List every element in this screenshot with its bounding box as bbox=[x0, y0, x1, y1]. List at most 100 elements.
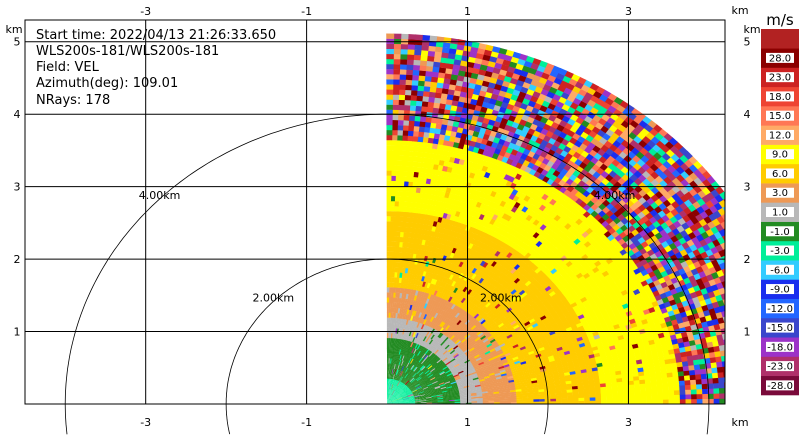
velocity-cell bbox=[397, 397, 403, 400]
velocity-cell bbox=[465, 294, 472, 301]
velocity-cell bbox=[391, 397, 396, 401]
velocity-cell bbox=[617, 396, 624, 401]
velocity-cell bbox=[388, 388, 390, 394]
velocity-cell bbox=[477, 332, 484, 337]
velocity-cell bbox=[406, 345, 410, 352]
velocity-cell bbox=[507, 335, 515, 341]
velocity-cell bbox=[572, 400, 579, 404]
velocity-cell bbox=[491, 363, 498, 368]
velocity-cell bbox=[446, 386, 453, 389]
velocity-cell bbox=[397, 387, 402, 393]
velocity-cell bbox=[388, 368, 390, 374]
velocity-cell bbox=[389, 394, 393, 400]
velocity-cell bbox=[460, 398, 467, 401]
velocity-cell bbox=[425, 309, 430, 315]
velocity-cell bbox=[446, 301, 452, 308]
velocity-cell bbox=[412, 354, 417, 360]
velocity-cell bbox=[440, 340, 446, 346]
velocity-cell bbox=[400, 365, 404, 371]
velocity-cell bbox=[386, 241, 391, 247]
velocity-cell bbox=[538, 386, 545, 390]
velocity-cell bbox=[488, 305, 495, 311]
velocity-cell bbox=[392, 401, 399, 403]
velocity-cell bbox=[439, 371, 446, 376]
velocity-cell bbox=[405, 388, 411, 393]
velocity-cell bbox=[489, 374, 496, 378]
velocity-cell bbox=[394, 374, 397, 380]
velocity-cell bbox=[386, 135, 393, 141]
velocity-cell bbox=[401, 365, 404, 372]
velocity-cell bbox=[685, 393, 692, 400]
velocity-cell bbox=[390, 378, 392, 384]
velocity-cell bbox=[392, 373, 395, 380]
velocity-cell bbox=[387, 368, 389, 374]
velocity-cell bbox=[387, 378, 388, 384]
velocity-cell bbox=[412, 305, 417, 311]
velocity-cell bbox=[399, 175, 405, 182]
velocity-cell bbox=[414, 396, 421, 399]
velocity-cell bbox=[397, 267, 401, 273]
velocity-cell bbox=[428, 366, 434, 371]
velocity-cell bbox=[502, 380, 509, 384]
velocity-cell bbox=[387, 399, 391, 404]
velocity-cell bbox=[395, 369, 398, 375]
velocity-cell bbox=[455, 282, 461, 289]
velocity-cell bbox=[481, 298, 487, 305]
velocity-cell bbox=[426, 371, 432, 376]
velocity-cell bbox=[402, 394, 408, 398]
velocity-cell bbox=[474, 336, 481, 342]
velocity-cell bbox=[389, 389, 392, 395]
velocity-cell bbox=[447, 296, 453, 302]
velocity-cell bbox=[515, 364, 522, 369]
velocity-cell bbox=[387, 383, 388, 389]
velocity-cell bbox=[412, 337, 416, 343]
velocity-cell bbox=[406, 145, 413, 152]
velocity-cell bbox=[468, 355, 475, 360]
velocity-cell bbox=[392, 399, 398, 402]
velocity-cell bbox=[436, 392, 443, 395]
velocity-cell bbox=[461, 317, 467, 323]
velocity-cell bbox=[445, 300, 450, 307]
velocity-cell bbox=[387, 399, 390, 404]
velocity-cell bbox=[421, 341, 426, 347]
velocity-cell bbox=[521, 388, 528, 392]
velocity-cell bbox=[388, 393, 390, 400]
velocity-cell bbox=[496, 305, 503, 311]
velocity-cell bbox=[396, 354, 399, 360]
velocity-cell bbox=[412, 380, 417, 384]
velocity-cell bbox=[600, 396, 607, 401]
velocity-cell bbox=[401, 150, 407, 157]
velocity-cell bbox=[391, 373, 394, 380]
velocity-cell bbox=[483, 374, 490, 378]
velocity-cell bbox=[471, 305, 478, 311]
velocity-cell bbox=[679, 394, 686, 400]
velocity-cell bbox=[395, 353, 398, 360]
velocity-cell bbox=[496, 348, 503, 354]
velocity-cell bbox=[437, 378, 443, 382]
velocity-cell bbox=[408, 383, 413, 388]
velocity-cell bbox=[391, 397, 397, 401]
velocity-cell bbox=[389, 337, 391, 344]
velocity-cell bbox=[527, 401, 534, 404]
velocity-cell bbox=[400, 391, 406, 396]
velocity-cell bbox=[393, 384, 396, 390]
velocity-cell bbox=[389, 394, 392, 400]
velocity-cell bbox=[458, 387, 465, 391]
velocity-cell bbox=[390, 373, 392, 379]
velocity-cell bbox=[452, 389, 459, 392]
velocity-cell bbox=[420, 396, 426, 399]
velocity-cell bbox=[406, 374, 411, 380]
velocity-cell bbox=[412, 390, 418, 394]
velocity-cell bbox=[440, 384, 446, 388]
velocity-cell bbox=[530, 357, 538, 362]
velocity-cell bbox=[427, 373, 433, 378]
velocity-cell bbox=[439, 321, 444, 327]
velocity-cell bbox=[393, 391, 398, 396]
velocity-cell bbox=[411, 388, 417, 392]
velocity-cell bbox=[393, 282, 397, 288]
velocity-cell bbox=[443, 317, 449, 324]
velocity-cell bbox=[495, 374, 502, 378]
velocity-cell bbox=[395, 160, 402, 166]
velocity-cell bbox=[506, 356, 513, 361]
velocity-cell bbox=[437, 368, 443, 372]
